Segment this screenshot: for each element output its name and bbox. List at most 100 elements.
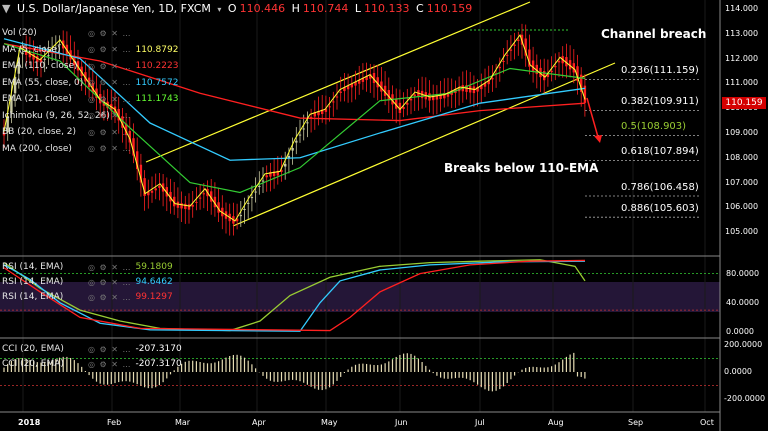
candle-body: [446, 92, 450, 97]
indicator-value: 110.2223: [135, 61, 179, 71]
candle-body: [295, 140, 298, 143]
candle-body: [531, 60, 535, 72]
time-tick: Apr: [252, 418, 266, 427]
high-label: H: [291, 2, 300, 15]
indicator-controls-icon[interactable]: ◎ ⚙ ✕ …: [88, 45, 132, 54]
panel-legend-row[interactable]: RSI (14, EMA) ◎ ⚙ ✕ … 94.6462: [2, 277, 173, 287]
indicator-row[interactable]: EMA (110, close) ◎ ⚙ ✕ … 110.2223: [2, 61, 178, 71]
candle-body: [402, 107, 405, 109]
candle-body: [150, 190, 154, 193]
candle-body: [302, 128, 305, 130]
fib-label: 0.786(106.458): [621, 181, 699, 193]
down-arrow: [586, 97, 602, 143]
indicator-row[interactable]: Vol (20) ◎ ⚙ ✕ …: [2, 28, 135, 38]
time-tick: Feb: [107, 418, 122, 427]
candle-body: [6, 115, 9, 133]
candle-body: [568, 60, 572, 70]
indicator-label: Ichimoku (9, 26, 52, 26): [2, 110, 110, 121]
indicator-row[interactable]: BB (20, close, 2) ◎ ⚙ ✕ …: [2, 127, 135, 137]
indicator-label: MA (5, close): [2, 44, 61, 55]
panel-controls-icon[interactable]: ◎ ⚙ ✕ …: [88, 344, 132, 354]
candle-body: [284, 163, 287, 167]
candle-body: [380, 81, 383, 92]
panel-legend-row[interactable]: RSI (14, EMA) ◎ ⚙ ✕ … 59.1809: [2, 262, 173, 272]
price-tick: 109.000: [725, 127, 759, 137]
indicator-controls-icon[interactable]: ◎ ⚙ ✕ …: [88, 94, 132, 104]
candle-body: [2, 132, 6, 136]
candle-body: [254, 191, 257, 193]
candle-body: [550, 70, 553, 73]
indicator-controls-icon[interactable]: ◎ ⚙ ✕ …: [88, 78, 132, 87]
close-label: C: [416, 2, 424, 15]
candle-body: [358, 79, 361, 84]
indicator-row[interactable]: MA (200, close) ◎ ⚙ ✕ …: [2, 144, 135, 154]
candle-body: [128, 130, 131, 143]
indicator-lines: [3, 33, 586, 222]
time-tick: 2018: [18, 418, 41, 427]
candle-body: [557, 61, 561, 63]
candle-body: [435, 94, 439, 100]
indicator-row[interactable]: MA (5, close) ◎ ⚙ ✕ … 110.8792: [2, 45, 178, 55]
panel-controls-icon[interactable]: ◎ ⚙ ✕ …: [88, 277, 132, 287]
time-tick: Sep: [628, 418, 644, 427]
candle-body: [383, 85, 387, 96]
candle-body: [32, 53, 35, 60]
candle-body: [21, 52, 24, 55]
candle-body: [213, 196, 217, 208]
price-tick: 106.000: [725, 202, 759, 212]
candle-body: [339, 91, 342, 93]
candle-body: [158, 185, 161, 188]
candle-body: [317, 110, 320, 116]
panel-controls-icon[interactable]: ◎ ⚙ ✕ …: [88, 359, 132, 369]
candle-body: [47, 55, 50, 57]
candle-body: [346, 85, 350, 90]
panel-controls-icon[interactable]: ◎ ⚙ ✕ …: [88, 262, 132, 272]
panel-legend-row[interactable]: CCI (20, EMA) ◎ ⚙ ✕ … -207.3170: [2, 344, 182, 354]
candle-body: [124, 123, 128, 136]
indicator-controls-icon[interactable]: ◎ ⚙ ✕ …: [88, 144, 132, 153]
panel-controls-icon[interactable]: ◎ ⚙ ✕ …: [88, 292, 132, 302]
candle-body: [143, 178, 146, 196]
channel-lower: [232, 62, 616, 227]
candle-body: [502, 61, 505, 63]
indicator-controls-icon[interactable]: ◎ ⚙ ✕ …: [88, 127, 132, 137]
dropdown-icon[interactable]: ▾: [217, 5, 222, 14]
indicator-controls-icon[interactable]: ◎ ⚙ ✕ …: [88, 28, 132, 38]
indicator-controls-icon[interactable]: ◎ ⚙ ✕ …: [88, 61, 132, 71]
candle-body: [250, 197, 254, 199]
panel-legend-value: -207.3170: [135, 359, 182, 369]
panel-legend-label: CCI (20, EMA): [2, 359, 64, 369]
candle-body: [580, 74, 583, 92]
candle-body: [36, 56, 39, 62]
candle-body: [76, 61, 80, 71]
price-tick: 105.000: [725, 227, 759, 237]
close-value: 110.159: [426, 2, 473, 15]
cci-tick: -200.0000: [724, 394, 766, 403]
time-tick: Jul: [475, 418, 485, 427]
candle-body: [298, 134, 302, 136]
candle-body: [117, 108, 120, 121]
symbol-title[interactable]: U.S. Dollar/Japanese Yen, 1D, FXCM: [16, 2, 211, 15]
panel-legend-row[interactable]: RSI (14, EMA) ◎ ⚙ ✕ … 99.1297: [2, 292, 173, 302]
indicator-row[interactable]: Ichimoku (9, 26, 52, 26) ◎ ⚙ ✕ …: [2, 111, 135, 121]
candle-body: [58, 44, 61, 46]
indicator-label: EMA (21, close): [2, 94, 72, 104]
price-tick: 112.000: [725, 53, 759, 63]
candle-body: [583, 85, 587, 103]
indicator-controls-icon[interactable]: ◎ ⚙ ✕ …: [88, 111, 132, 120]
candle-body: [554, 65, 557, 68]
candle-body: [17, 57, 20, 74]
ema21-line: [3, 43, 586, 194]
collapse-icon[interactable]: ▼: [2, 2, 11, 15]
candle-body: [84, 72, 87, 82]
indicator-row[interactable]: EMA (21, close) ◎ ⚙ ✕ … 111.1743: [2, 94, 178, 104]
fib-label: 0.236(111.159): [621, 65, 699, 77]
candle-body: [376, 77, 379, 88]
panel-legend-row[interactable]: CCI (20, EMA) ◎ ⚙ ✕ … -207.3170: [2, 359, 182, 369]
ema55-line: [3, 38, 586, 161]
candle-body: [306, 122, 309, 124]
indicator-row[interactable]: EMA (55, close, 0) ◎ ⚙ ✕ … 110.7572: [2, 78, 178, 88]
candle-body: [165, 187, 168, 197]
channel-upper: [145, 1, 531, 163]
candle-body: [87, 77, 91, 87]
